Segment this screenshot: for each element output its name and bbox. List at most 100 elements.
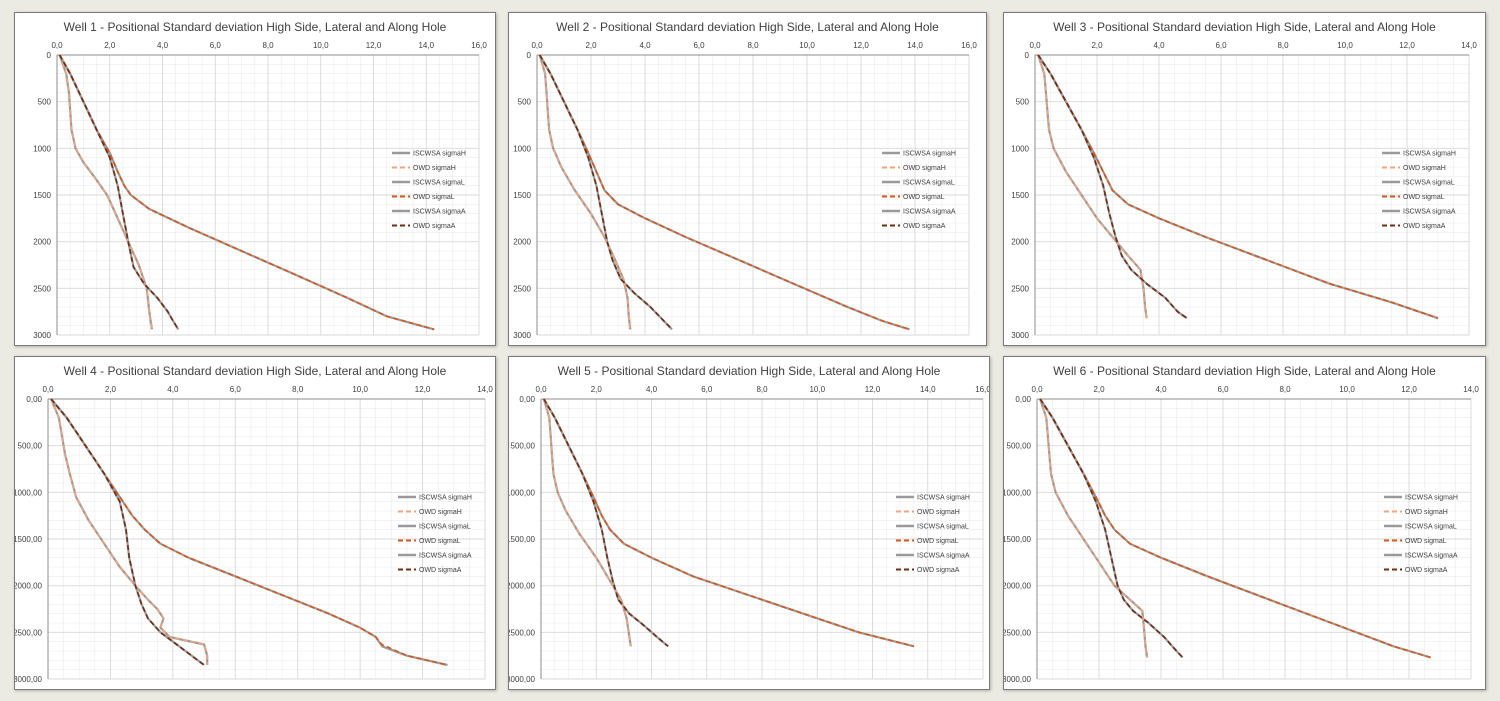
x-tick-label: 6,0 <box>1217 385 1229 394</box>
series-line-owd-sigmaa <box>543 398 669 647</box>
x-tick-label: 10,0 <box>1339 385 1355 394</box>
chart-panel-well-3: Well 3 - Positional Standard deviation H… <box>1003 12 1486 346</box>
x-tick-label: 16,0 <box>471 41 487 50</box>
legend-label-owd-sigmal: OWD sigmaL <box>917 538 959 545</box>
chart-svg: Well 1 - Positional Standard deviation H… <box>33 20 487 340</box>
y-tick-label: 0,00 <box>519 395 535 404</box>
legend-label-iscwsa-sigmah: ISCWSA sigmaH <box>917 495 970 502</box>
x-tick-label: 4,0 <box>1155 385 1167 394</box>
x-tick-label: 14,0 <box>907 41 923 50</box>
legend-label-owd-sigmaa: OWD sigmaA <box>903 223 946 230</box>
legend-label-iscwsa-sigmal: ISCWSA sigmaL <box>1403 180 1455 187</box>
series-line-owd-sigmah <box>50 398 208 665</box>
x-tick-label: 6,0 <box>701 385 713 394</box>
x-tick-label: 4,0 <box>639 41 651 50</box>
y-tick-label: 0 <box>527 51 532 60</box>
chart-svg: Well 6 - Positional Standard deviation H… <box>1004 364 1479 684</box>
y-tick-label: 2000,00 <box>509 582 536 591</box>
x-tick-label: 14,0 <box>418 41 434 50</box>
legend-label-owd-sigmah: OWD sigmaH <box>413 165 456 172</box>
legend-label-owd-sigmaa: OWD sigmaA <box>413 223 456 230</box>
x-tick-label: 0,0 <box>42 385 54 394</box>
legend-label-owd-sigmal: OWD sigmaL <box>1403 194 1445 201</box>
x-tick-label: 8,0 <box>1279 385 1291 394</box>
series-line-owd-sigmal <box>58 54 435 331</box>
series-line-iscwsa-sigmah <box>50 398 209 665</box>
x-tick-label: 4,0 <box>1153 41 1165 50</box>
y-tick-label: 3000,00 <box>15 675 43 684</box>
y-tick-label: 1500,00 <box>15 535 43 544</box>
x-tick-label: 16,0 <box>975 385 989 394</box>
y-tick-label: 500 <box>518 98 532 107</box>
series-line-owd-sigmaa <box>58 54 179 330</box>
series-line-owd-sigmah <box>538 54 631 330</box>
y-tick-label: 2000,00 <box>1004 582 1032 591</box>
legend-label-iscwsa-sigmal: ISCWSA sigmaL <box>917 524 969 531</box>
y-tick-label: 1000,00 <box>509 488 536 497</box>
legend-label-owd-sigmah: OWD sigmaH <box>1403 165 1446 172</box>
chart-svg: Well 5 - Positional Standard deviation H… <box>509 364 989 684</box>
series-line-owd-sigmah <box>58 54 153 330</box>
y-tick-label: 500 <box>38 98 52 107</box>
x-tick-label: 14,0 <box>1463 385 1479 394</box>
y-tick-label: 2000 <box>1011 238 1029 247</box>
y-tick-label: 2500 <box>513 284 531 293</box>
y-tick-label: 1000 <box>513 144 531 153</box>
x-tick-label: 4,0 <box>157 41 169 50</box>
x-tick-label: 0,0 <box>1031 385 1043 394</box>
chart-title: Well 2 - Positional Standard deviation H… <box>556 20 939 34</box>
x-tick-label: 4,0 <box>646 385 658 394</box>
legend-label-owd-sigmal: OWD sigmaL <box>1405 538 1447 545</box>
x-tick-label: 10,0 <box>799 41 815 50</box>
series-line-iscwsa-sigmah <box>1039 398 1149 658</box>
legend-label-iscwsa-sigmah: ISCWSA sigmaH <box>903 151 956 158</box>
y-tick-label: 1000 <box>33 144 51 153</box>
x-tick-label: 10,0 <box>352 385 368 394</box>
x-tick-label: 16,0 <box>961 41 977 50</box>
x-tick-label: 2,0 <box>105 385 117 394</box>
legend-label-iscwsa-sigmal: ISCWSA sigmaL <box>419 524 471 531</box>
y-tick-label: 1500 <box>33 191 51 200</box>
x-tick-label: 12,0 <box>415 385 431 394</box>
legend-label-owd-sigmah: OWD sigmaH <box>903 165 946 172</box>
y-tick-label: 0,00 <box>1015 395 1031 404</box>
y-tick-label: 500,00 <box>1007 442 1032 451</box>
y-tick-label: 3000 <box>513 331 531 340</box>
y-tick-label: 0,00 <box>26 395 42 404</box>
y-tick-label: 1500 <box>1011 191 1029 200</box>
chart-panel-well-5: Well 5 - Positional Standard deviation H… <box>508 356 990 690</box>
chart-svg: Well 2 - Positional Standard deviation H… <box>513 20 977 340</box>
x-tick-label: 0,0 <box>531 41 543 50</box>
y-tick-label: 0 <box>47 51 52 60</box>
legend-label-iscwsa-sigmal: ISCWSA sigmaL <box>1405 524 1457 531</box>
x-tick-label: 12,0 <box>865 385 881 394</box>
chart-svg: Well 3 - Positional Standard deviation H… <box>1011 20 1477 340</box>
legend-label-owd-sigmaa: OWD sigmaA <box>1403 223 1446 230</box>
y-tick-label: 2500,00 <box>15 628 43 637</box>
legend-label-iscwsa-sigmaa: ISCWSA sigmaA <box>413 209 466 216</box>
x-tick-label: 12,0 <box>366 41 382 50</box>
y-tick-label: 2500 <box>1011 284 1029 293</box>
legend-label-owd-sigmal: OWD sigmaL <box>419 538 461 545</box>
x-tick-label: 14,0 <box>920 385 936 394</box>
y-tick-label: 3000,00 <box>509 675 536 684</box>
x-tick-label: 6,0 <box>230 385 242 394</box>
y-tick-label: 1500,00 <box>1004 535 1032 544</box>
legend-label-iscwsa-sigmaa: ISCWSA sigmaA <box>903 209 956 216</box>
series-line-owd-sigmal <box>539 54 910 331</box>
y-tick-label: 3000,00 <box>1004 675 1032 684</box>
series-line-iscwsa-sigmaa <box>50 398 205 666</box>
y-tick-label: 1500,00 <box>509 535 536 544</box>
legend-label-iscwsa-sigmal: ISCWSA sigmaL <box>413 180 465 187</box>
y-tick-label: 500,00 <box>18 442 43 451</box>
y-tick-label: 2500,00 <box>1004 628 1032 637</box>
chart-panel-well-6: Well 6 - Positional Standard deviation H… <box>1003 356 1486 690</box>
y-tick-label: 3000 <box>33 331 51 340</box>
x-tick-label: 8,0 <box>1277 41 1289 50</box>
x-tick-label: 0,0 <box>51 41 63 50</box>
series-line-owd-sigmaa <box>1039 398 1184 659</box>
legend-label-owd-sigmaa: OWD sigmaA <box>419 567 462 574</box>
legend-label-iscwsa-sigmaa: ISCWSA sigmaA <box>1405 553 1458 560</box>
x-tick-label: 12,0 <box>853 41 869 50</box>
y-tick-label: 1000 <box>1011 144 1029 153</box>
